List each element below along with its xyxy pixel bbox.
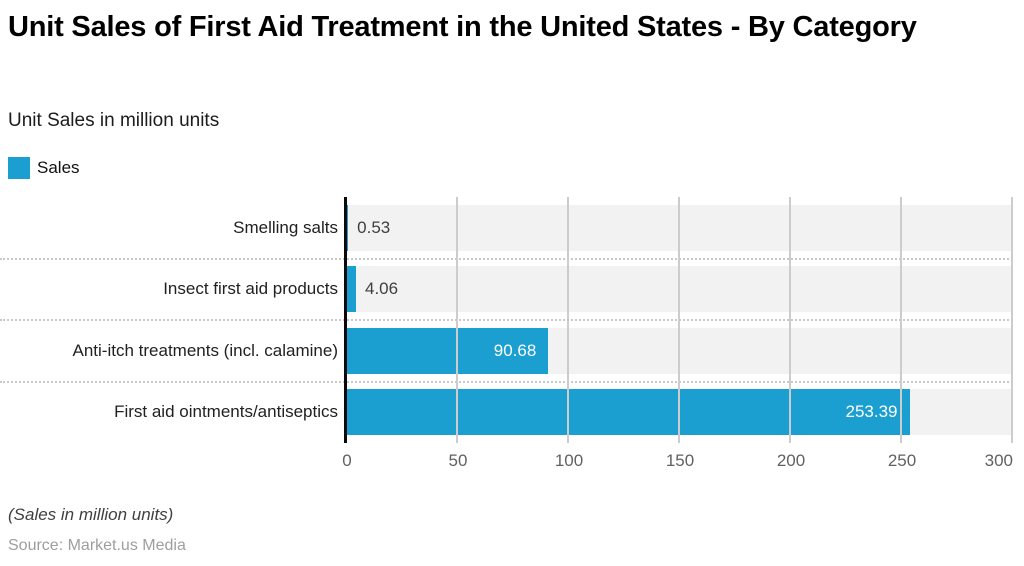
gridline xyxy=(1011,197,1013,443)
legend-label: Sales xyxy=(37,157,80,177)
category-label: Smelling salts xyxy=(233,217,338,237)
chart-subtitle: Unit Sales in million units xyxy=(8,110,220,131)
value-label: 90.68 xyxy=(493,340,537,360)
row-separator xyxy=(0,257,1013,260)
value-label: 0.53 xyxy=(357,217,391,237)
sales-bar[interactable] xyxy=(347,266,356,313)
category-label: First aid ointments/antiseptics xyxy=(114,402,338,422)
y-axis-line xyxy=(344,197,347,443)
chart-source: Source: Market.us Media xyxy=(8,537,186,554)
row-separator xyxy=(0,319,1013,321)
gridline xyxy=(678,197,680,443)
row-band xyxy=(347,266,1013,313)
row-separator xyxy=(0,380,1013,383)
category-label: Insect first aid products xyxy=(163,279,338,299)
value-label: 253.39 xyxy=(845,402,898,422)
gridline xyxy=(900,197,902,443)
category-label: Anti-itch treatments (incl. calamine) xyxy=(72,340,338,360)
gridline xyxy=(456,197,458,443)
legend-swatch-icon xyxy=(8,156,30,179)
row-band xyxy=(347,204,1013,251)
gridline xyxy=(567,197,569,443)
sales-bar[interactable] xyxy=(347,327,549,374)
x-tick-label: 50 xyxy=(448,451,468,470)
legend-item-sales[interactable]: Sales xyxy=(8,156,80,179)
page-title: Unit Sales of First Aid Treatment in the… xyxy=(8,11,917,43)
x-tick-label: 250 xyxy=(887,451,917,470)
x-tick-label: 300 xyxy=(984,451,1013,470)
value-label: 4.06 xyxy=(365,279,399,299)
x-tick-label: 150 xyxy=(665,451,695,470)
chart-footnote: (Sales in million units) xyxy=(8,505,174,524)
sales-bar[interactable] xyxy=(347,389,910,436)
x-tick-label: 100 xyxy=(554,451,584,470)
sales-bar[interactable] xyxy=(347,204,349,251)
x-tick-label: 200 xyxy=(776,451,806,470)
gridline xyxy=(789,197,791,443)
x-tick-label: 0 xyxy=(342,451,352,470)
